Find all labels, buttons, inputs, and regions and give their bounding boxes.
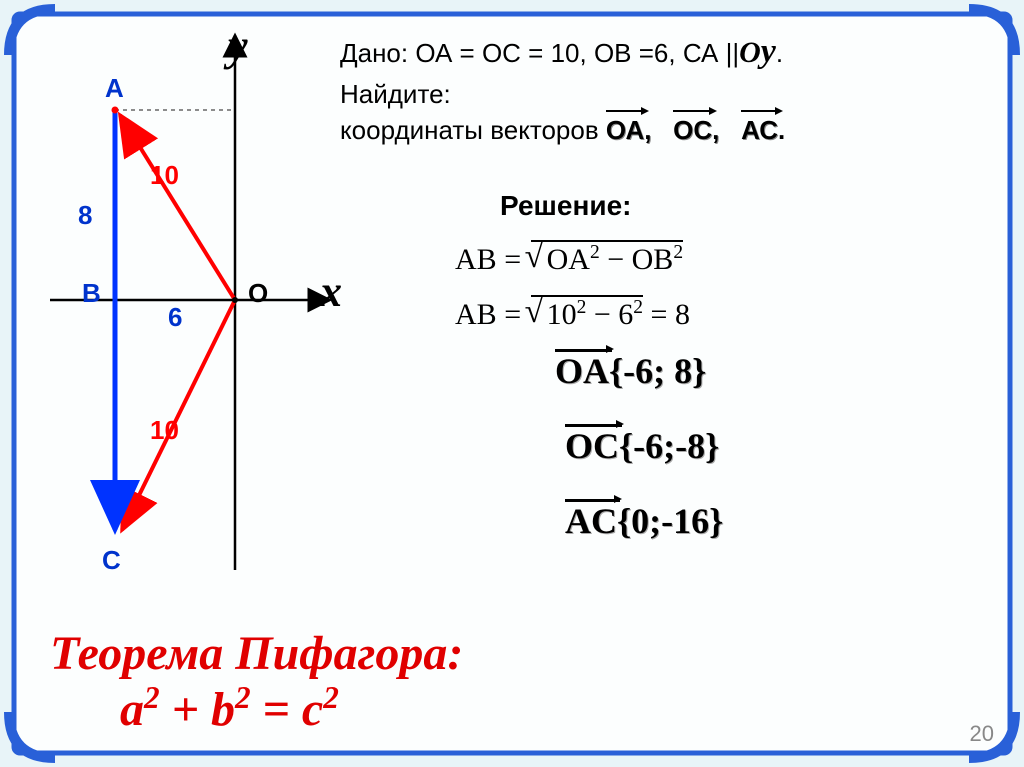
vec-ac: АС xyxy=(741,112,778,148)
solution-title: Решение: xyxy=(500,190,631,222)
find-text: Найдите: xyxy=(340,76,1000,112)
point-a-label: A xyxy=(105,73,124,104)
page-number: 20 xyxy=(970,721,994,747)
oa-length-label: 10 xyxy=(150,160,179,191)
equation-2: AB = 102 − 62 = 8 xyxy=(455,295,690,332)
theorem-title: Теорема Пифагора: xyxy=(50,628,463,681)
ab-length-label: 8 xyxy=(78,200,92,231)
oy-text: Оy xyxy=(739,36,776,69)
x-axis-label: x xyxy=(320,266,342,317)
vec-oc: ОС xyxy=(673,112,712,148)
result-oc: OC{-6;-8} xyxy=(565,425,719,467)
result-ac: AC{0;-16} xyxy=(565,500,723,542)
ob-length-label: 6 xyxy=(168,302,182,333)
result-oa: OA{-6; 8} xyxy=(555,350,706,392)
equation-1: AB = OA2 − OB2 xyxy=(455,240,683,277)
oc-length-label: 10 xyxy=(150,415,179,446)
point-c-label: C xyxy=(102,545,121,576)
given-text: Дано: ОА = ОС = 10, ОВ =6, СА xyxy=(340,38,726,68)
origin-label: O xyxy=(248,278,268,309)
vec-oa: ОА xyxy=(606,112,644,148)
y-axis-label: y xyxy=(228,20,248,71)
point-b-label: B xyxy=(82,278,101,309)
parallel-symbol: || xyxy=(726,38,740,68)
theorem-formula: a2 + b2 = c2 xyxy=(50,681,463,737)
coordinate-graph: y x A B C O 10 10 8 6 xyxy=(30,20,350,580)
problem-statement: Дано: ОА = ОС = 10, ОВ =6, СА ||Оy. Найд… xyxy=(340,28,1000,148)
pythagoras-theorem: Теорема Пифагора: a2 + b2 = c2 xyxy=(50,628,463,737)
coord-text: координаты векторов xyxy=(340,115,606,145)
